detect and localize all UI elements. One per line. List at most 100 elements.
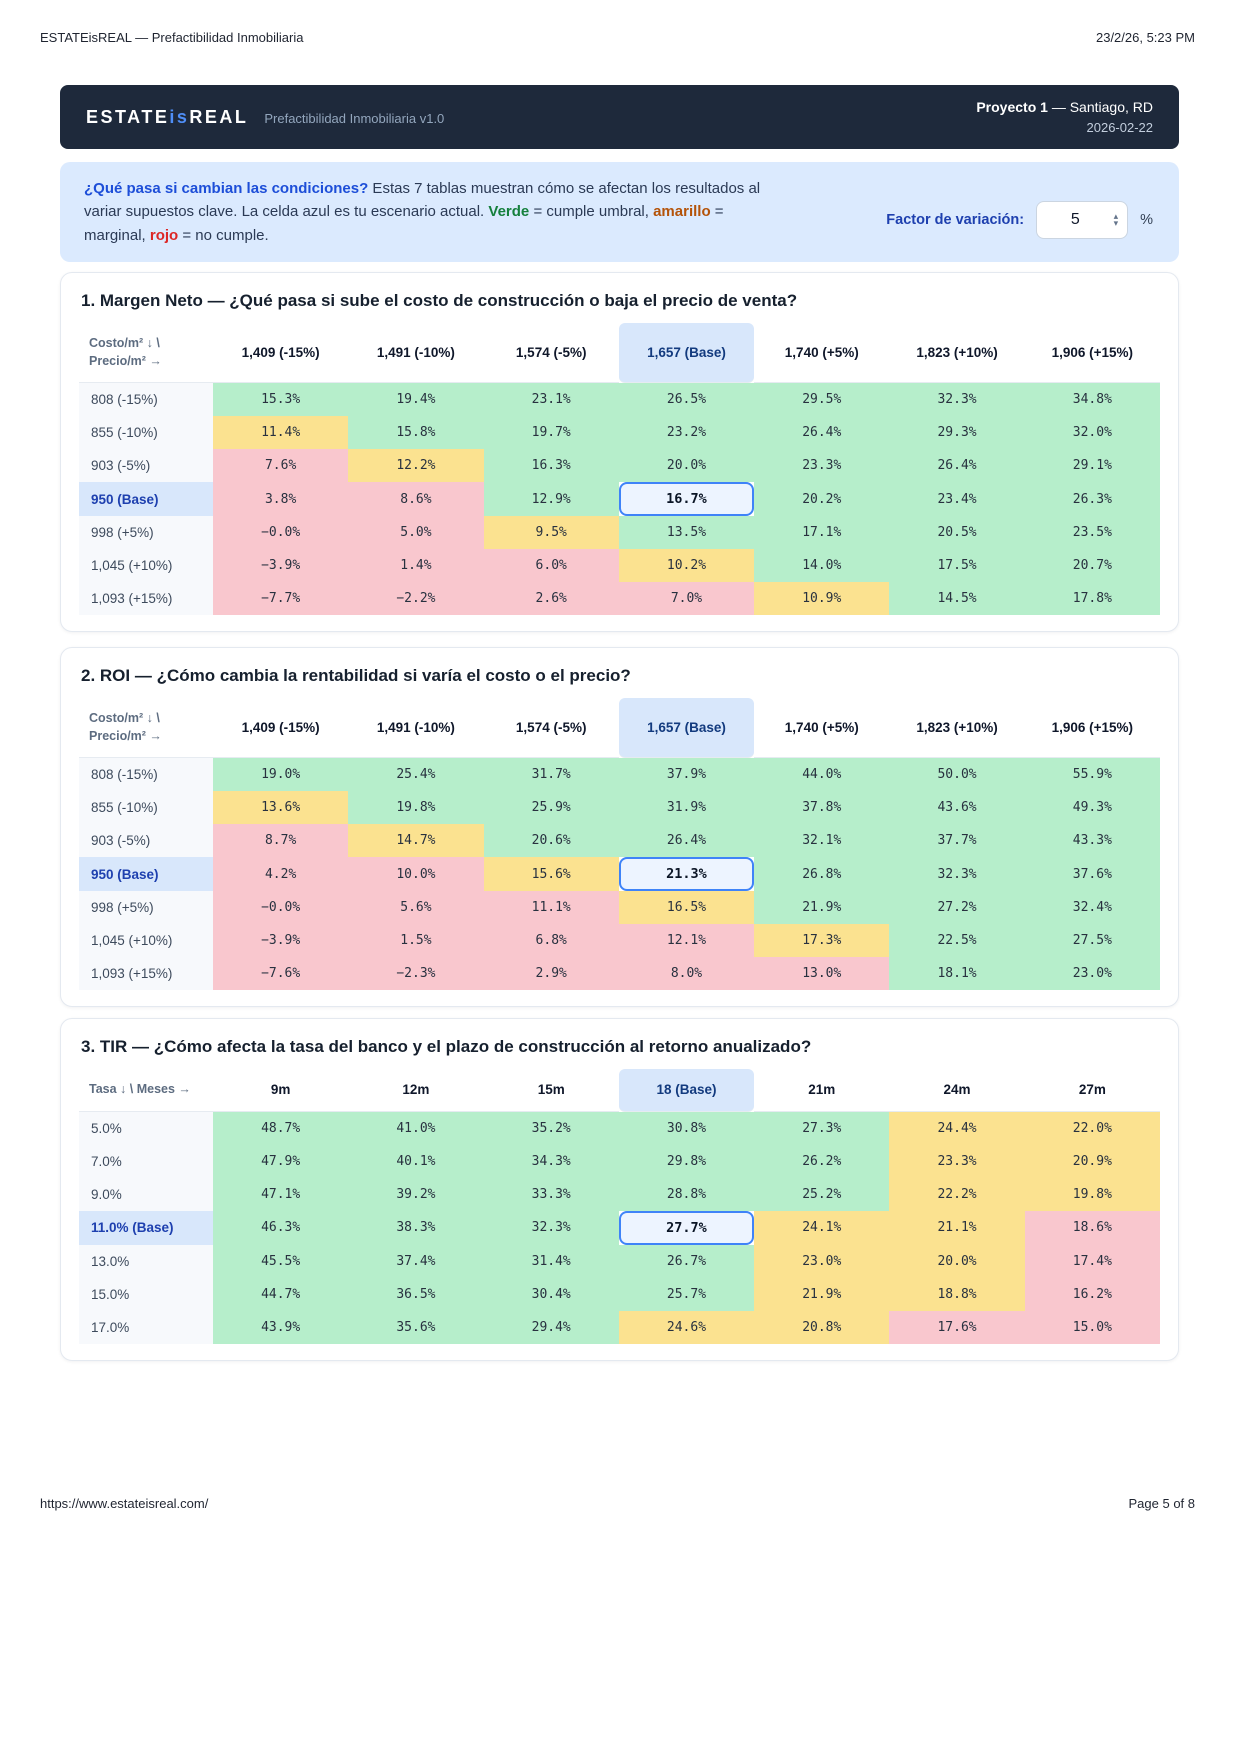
matrix-cell: 55.9% (1024, 758, 1160, 791)
matrix-cell: 30.8% (618, 1111, 755, 1145)
stepper-arrows[interactable]: ▴ ▾ (1113, 211, 1119, 228)
matrix-cell: 19.7% (483, 416, 619, 449)
matrix-cell: 7.6% (213, 449, 349, 482)
matrix-cell: 27.5% (1024, 924, 1160, 957)
matrix-cell: 32.1% (754, 824, 890, 857)
section-margen-neto: 1. Margen Neto — ¿Qué pasa si sube el co… (60, 272, 1179, 632)
matrix-row: 903 (-5%) 8.7% 14.7% 20.6% 26.4% 32.1% 37.7% 43… (79, 824, 1160, 857)
matrix-row: 855 (-10%) 13.6% 19.8% 25.9% 31.9% 37.8% 43.6%… (79, 791, 1160, 824)
matrix-cell: −0.0% (213, 516, 349, 549)
matrix-cell: 25.4% (348, 758, 484, 791)
stepper-down-icon[interactable]: ▾ (1113, 217, 1119, 228)
matrix-cell: 17.5% (889, 549, 1025, 582)
row-header: 17.0% (79, 1310, 213, 1344)
matrix-cell: 7.0% (618, 582, 755, 615)
column-header: 9m (213, 1069, 349, 1112)
matrix-cell: 32.0% (1024, 416, 1160, 449)
column-header: 1,823 (+10%) (889, 698, 1025, 758)
row-header: 5.0% (79, 1111, 213, 1145)
matrix-cell: 31.4% (483, 1244, 619, 1278)
matrix-cell: 32.3% (483, 1210, 619, 1245)
matrix-cell: 12.1% (618, 924, 755, 957)
matrix-cell: 5.0% (348, 516, 484, 549)
column-header: 24m (889, 1069, 1025, 1112)
matrix-cell: 24.1% (754, 1210, 890, 1245)
matrix-row: 808 (-15%) 15.3% 19.4% 23.1% 26.5% 29.5% 32.3%… (79, 383, 1160, 416)
row-header: 903 (-5%) (79, 449, 213, 482)
matrix-cell: 39.2% (348, 1177, 484, 1211)
matrix-cell: 1.5% (348, 924, 484, 957)
print-header: ESTATEisREAL — Prefactibilidad Inmobilia… (40, 30, 1195, 45)
matrix-cell: 4.2% (213, 857, 349, 891)
project-location: — Santiago, RD (1047, 98, 1153, 115)
sensitivity-table-roi: Costo/m² ↓ \ Precio/m² → 1,409 (-15%) 1,49… (79, 698, 1160, 990)
app-subtitle: Prefactibilidad Inmobiliaria v1.0 (264, 110, 445, 126)
base-scenario-cell: 27.7% (618, 1210, 755, 1245)
matrix-cell: 20.0% (618, 449, 755, 482)
matrix-cell: 18.6% (1024, 1210, 1160, 1245)
column-header: 1,574 (-5%) (483, 698, 619, 758)
matrix-cell: 23.0% (754, 1244, 890, 1278)
matrix-cell: −7.7% (213, 582, 349, 615)
row-header: 13.0% (79, 1244, 213, 1278)
matrix-cell: 16.2% (1024, 1277, 1160, 1311)
matrix-cell: 23.1% (483, 383, 619, 416)
row-header: 855 (-10%) (79, 416, 213, 449)
stepper-up-icon[interactable]: ▴ (1113, 211, 1119, 222)
matrix-cell: 17.6% (889, 1310, 1025, 1344)
column-header: 1,491 (-10%) (348, 698, 484, 758)
legend-yellow-label: amarillo (653, 203, 711, 221)
matrix-cell: 11.1% (483, 891, 619, 924)
matrix-cell: 8.0% (618, 957, 755, 990)
brand-estate: ESTATE (86, 106, 170, 127)
base-scenario-cell: 16.7% (618, 482, 755, 516)
matrix-cell: 8.7% (213, 824, 349, 857)
matrix-cell: 35.2% (483, 1111, 619, 1145)
sensitivity-table-tir: Tasa ↓ \ Meses → 9m 12m 15m 18 (Base) 21m 24m 2… (79, 1069, 1160, 1344)
matrix-cell: 35.6% (348, 1310, 484, 1344)
app-header-bar: ESTATEisREAL Prefactibilidad Inmobiliari… (60, 85, 1179, 149)
column-header: 1,906 (+15%) (1024, 323, 1160, 383)
matrix-cell: 2.9% (483, 957, 619, 990)
matrix-cell: 8.6% (348, 482, 484, 516)
matrix-cell: 37.6% (1024, 857, 1160, 891)
column-header: 15m (483, 1069, 619, 1112)
matrix-cell: 33.3% (483, 1177, 619, 1211)
matrix-cell: −2.3% (348, 957, 484, 990)
variation-factor-value[interactable]: 5 (1070, 210, 1080, 228)
matrix-cell: 25.2% (754, 1177, 890, 1211)
matrix-cell: 15.8% (348, 416, 484, 449)
matrix-cell: 6.0% (483, 549, 619, 582)
row-header: 808 (-15%) (79, 758, 213, 791)
matrix-row: 808 (-15%) 19.0% 25.4% 31.7% 37.9% 44.0% 50.0%… (79, 758, 1160, 791)
matrix-corner-label: Tasa ↓ \ Meses → (79, 1069, 213, 1112)
matrix-cell: 5.6% (348, 891, 484, 924)
section-roi: 2. ROI — ¿Cómo cambia la rentabilidad si… (60, 647, 1179, 1007)
intro-banner: ¿Qué pasa si cambian las condiciones? Es… (60, 162, 1179, 262)
matrix-cell: 12.9% (483, 482, 619, 516)
variation-factor-input[interactable]: 5 ▴ ▾ (1036, 200, 1129, 239)
matrix-cell: 6.8% (483, 924, 619, 957)
column-header: 1,409 (-15%) (213, 698, 349, 758)
matrix-cell: 38.3% (348, 1210, 484, 1245)
matrix-row: 1,093 (+15%) −7.7% −2.2% 2.6% 7.0% 10.9% 14.5%… (79, 582, 1160, 615)
matrix-cell: 23.4% (889, 482, 1025, 516)
matrix-cell: 20.9% (1024, 1144, 1160, 1178)
matrix-row: 5.0% 48.7% 41.0% 35.2% 30.8% 27.3% 24.4% 22.0% (79, 1111, 1160, 1145)
matrix-cell: 47.9% (213, 1144, 349, 1178)
row-header: 998 (+5%) (79, 891, 213, 924)
matrix-corner-label: Costo/m² ↓ \ Precio/m² → (79, 323, 213, 383)
matrix-cell: 24.6% (618, 1310, 755, 1344)
matrix-cell: 19.4% (348, 383, 484, 416)
base-scenario-cell: 21.3% (618, 857, 755, 891)
section-title: 2. ROI — ¿Cómo cambia la rentabilidad si… (81, 666, 631, 685)
matrix-cell: 17.1% (754, 516, 890, 549)
print-footer: https://www.estateisreal.com/ Page 5 of … (40, 1496, 1195, 1511)
matrix-cell: 10.0% (348, 857, 484, 891)
matrix-row: 903 (-5%) 7.6% 12.2% 16.3% 20.0% 23.3% 26.4% 29… (79, 449, 1160, 482)
column-header: 1,906 (+15%) (1024, 698, 1160, 758)
matrix-cell: 43.9% (213, 1310, 349, 1344)
matrix-cell: 16.3% (483, 449, 619, 482)
section-title: 1. Margen Neto — ¿Qué pasa si sube el co… (81, 291, 798, 310)
matrix-cell: 26.7% (618, 1244, 755, 1278)
